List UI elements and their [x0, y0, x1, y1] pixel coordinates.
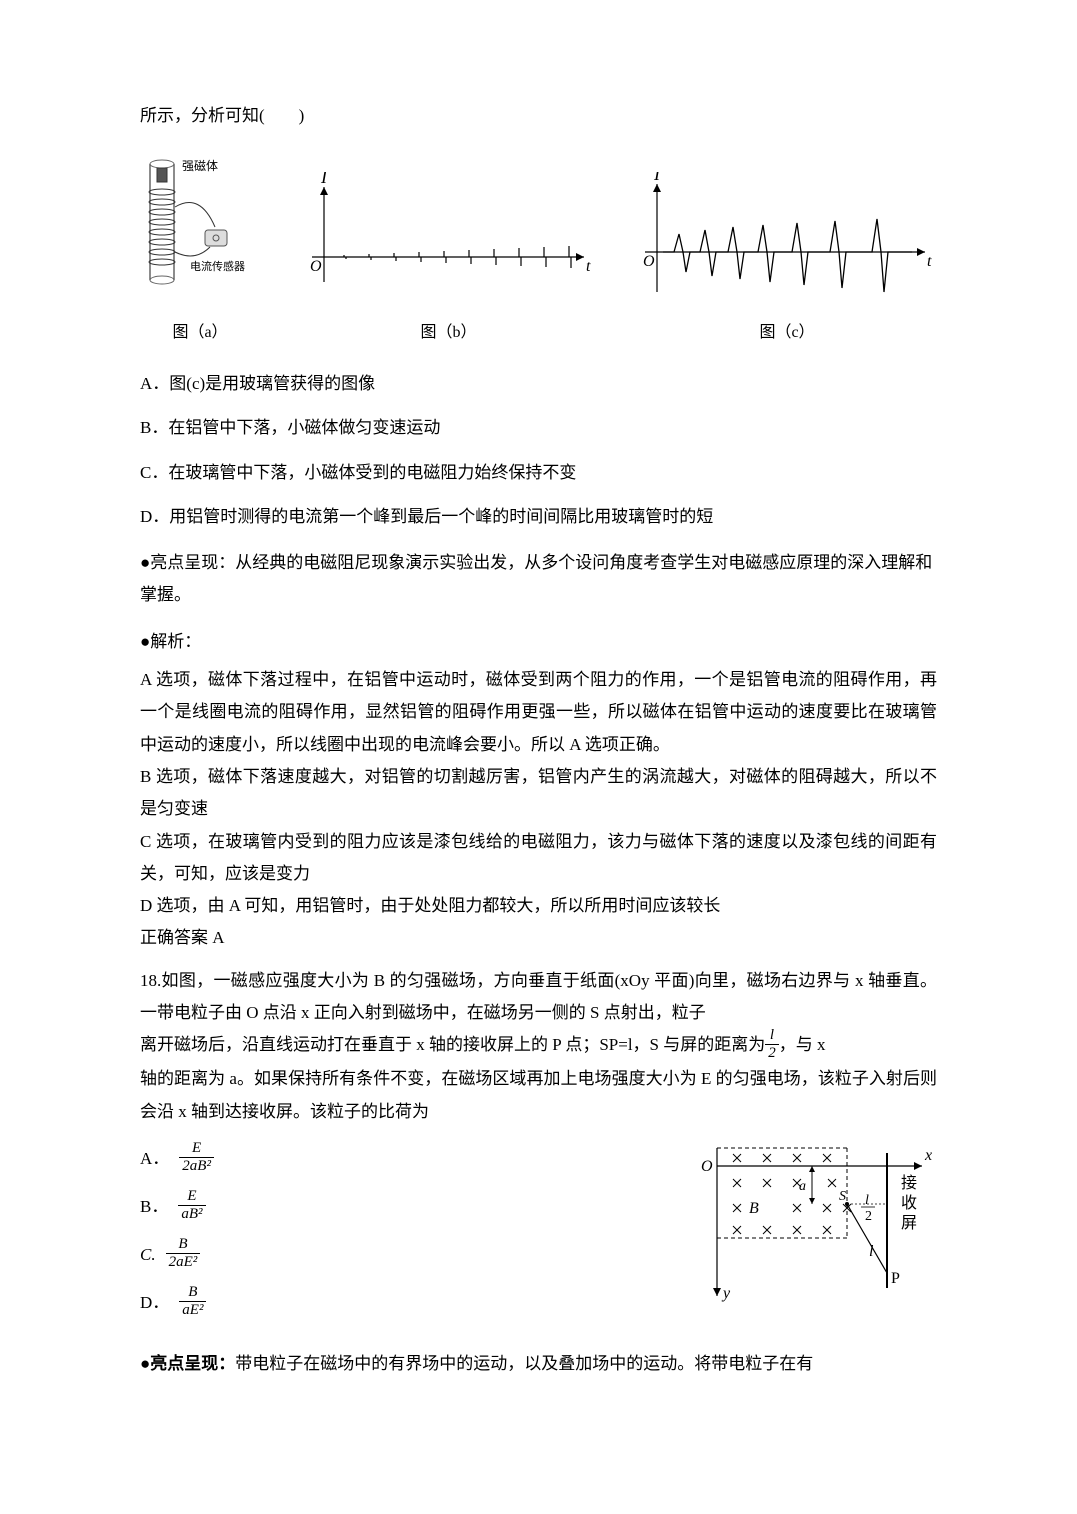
option-18-c: C. B 2aE²: [140, 1238, 657, 1272]
q18-svg: ll2OxyBaSP接收屏: [677, 1138, 937, 1308]
frac-num: B: [166, 1236, 201, 1254]
frac-num: E: [178, 1188, 205, 1206]
figure-b-caption: 图（b）: [304, 318, 594, 348]
opt-letter-b: B．: [140, 1191, 168, 1223]
figure-c-svg: It O: [637, 172, 937, 302]
frac-18-a: E 2aB²: [179, 1140, 214, 1174]
q18-stem-2b: ，与 x: [779, 1035, 826, 1054]
figure-a-caption: 图（a）: [140, 318, 260, 348]
svg-text:I: I: [320, 172, 328, 187]
highlight-18-prefix: ●亮点呈现：: [140, 1354, 235, 1373]
option-18-a: A． E 2aB²: [140, 1142, 657, 1176]
q18-stem-1: 18.如图，一磁感应强度大小为 B 的匀强磁场，方向垂直于纸面(xOy 平面)向…: [140, 965, 937, 1030]
frac-num: E: [179, 1140, 214, 1158]
label-sensor: 电流传感器: [190, 259, 245, 273]
figure-a-svg: 强磁体 电流传感器: [140, 152, 260, 302]
svg-text:t: t: [586, 258, 591, 275]
frac-den: 2aE²: [166, 1254, 201, 1271]
analysis-17-d: D 选项，由 A 可知，用铝管时，由于处处阻力都较大，所以所用时间应该较长: [140, 890, 937, 922]
svg-text:x: x: [924, 1147, 932, 1164]
frac-l-over-2: l2: [765, 1027, 779, 1061]
frac-den: 2: [765, 1045, 779, 1062]
svg-text:O: O: [310, 258, 322, 275]
highlight-18: ●亮点呈现：带电粒子在磁场中的有界场中的运动，以及叠加场中的运动。将带电粒子在有: [140, 1348, 937, 1380]
q18-layout: A． E 2aB² B． E aB² C. B 2aE² D． B aE²: [140, 1128, 937, 1334]
analysis-17-c: C 选项，在玻璃管内受到的阻力应该是漆包线给的电磁阻力，该力与磁体下落的速度以及…: [140, 826, 937, 891]
frac-18-d: B aE²: [179, 1284, 206, 1318]
figure-b: It O 图（b）: [304, 172, 594, 348]
frac-den: aB²: [178, 1206, 205, 1223]
option-17-a: A．图(c)是用玻璃管获得的图像: [140, 368, 937, 400]
highlight-17: ●亮点呈现：从经典的电磁阻尼现象演示实验出发，从多个设问角度考查学生对电磁感应原…: [140, 547, 937, 612]
intro-line: 所示，分析可知( ): [140, 100, 937, 132]
figure-c: It O 图（c）: [637, 172, 937, 348]
svg-text:收: 收: [901, 1194, 917, 1212]
label-magnet: 强磁体: [182, 158, 218, 173]
opt-letter-d: D．: [140, 1287, 169, 1319]
frac-den: 2aB²: [179, 1158, 214, 1175]
svg-text:O: O: [643, 253, 655, 270]
figure-c-caption: 图（c）: [637, 318, 937, 348]
svg-text:2: 2: [865, 1209, 872, 1224]
option-18-d: D． B aE²: [140, 1286, 657, 1320]
option-17-c: C．在玻璃管中下落，小磁体受到的电磁阻力始终保持不变: [140, 457, 937, 489]
opt-letter-a: A．: [140, 1143, 169, 1175]
q18-stem-3: 轴的距离为 a。如果保持所有条件不变，在磁场区域再加上电场强度大小为 E 的匀强…: [140, 1063, 937, 1128]
analysis-17-b: B 选项，磁体下落速度越大，对铝管的切割越厉害，铝管内产生的涡流越大，对磁体的阻…: [140, 761, 937, 826]
frac-num: l: [765, 1027, 779, 1045]
svg-text:I: I: [653, 172, 661, 184]
frac-den: aE²: [179, 1302, 206, 1319]
svg-text:l: l: [869, 1243, 874, 1260]
q18-options: A． E 2aB² B． E aB² C. B 2aE² D． B aE²: [140, 1128, 657, 1334]
svg-text:y: y: [721, 1285, 731, 1302]
figures-row: 强磁体 电流传感器 图（a） It O 图（b） It O 图（c）: [140, 152, 937, 348]
option-18-b: B． E aB²: [140, 1190, 657, 1224]
opt-letter-c: C.: [140, 1239, 156, 1271]
svg-text:P: P: [891, 1270, 900, 1287]
q18-stem-2: 离开磁场后，沿直线运动打在垂直于 x 轴的接收屏上的 P 点；SP=l，S 与屏…: [140, 1029, 937, 1063]
svg-text:B: B: [749, 1200, 759, 1217]
figure-a: 强磁体 电流传感器 图（a）: [140, 152, 260, 348]
analysis-heading: ●解析：: [140, 626, 937, 658]
svg-text:屏: 屏: [901, 1215, 917, 1232]
svg-text:O: O: [701, 1158, 713, 1175]
frac-18-b: E aB²: [178, 1188, 205, 1222]
q18-diagram: ll2OxyBaSP接收屏: [677, 1138, 937, 1319]
frac-num: B: [179, 1284, 206, 1302]
figure-b-svg: It O: [304, 172, 594, 302]
option-17-b: B．在铝管中下落，小磁体做匀变速运动: [140, 412, 937, 444]
svg-text:接: 接: [901, 1174, 917, 1192]
svg-text:a: a: [799, 1179, 806, 1194]
analysis-17-answer: 正确答案 A: [140, 922, 937, 954]
svg-text:t: t: [927, 253, 932, 270]
highlight-18-body: 带电粒子在磁场中的有界场中的运动，以及叠加场中的运动。将带电粒子在有: [235, 1354, 813, 1373]
frac-18-c: B 2aE²: [166, 1236, 201, 1270]
question-18: 18.如图，一磁感应强度大小为 B 的匀强磁场，方向垂直于纸面(xOy 平面)向…: [140, 965, 937, 1128]
q18-stem-2a: 离开磁场后，沿直线运动打在垂直于 x 轴的接收屏上的 P 点；SP=l，S 与屏…: [140, 1035, 765, 1054]
analysis-17: A 选项，磁体下落过程中，在铝管中运动时，磁体受到两个阻力的作用，一个是铝管电流…: [140, 664, 937, 955]
svg-text:l: l: [865, 1193, 869, 1208]
svg-text:S: S: [839, 1189, 846, 1204]
analysis-17-a: A 选项，磁体下落过程中，在铝管中运动时，磁体受到两个阻力的作用，一个是铝管电流…: [140, 664, 937, 761]
option-17-d: D．用铝管时测得的电流第一个峰到最后一个峰的时间间隔比用玻璃管时的短: [140, 501, 937, 533]
